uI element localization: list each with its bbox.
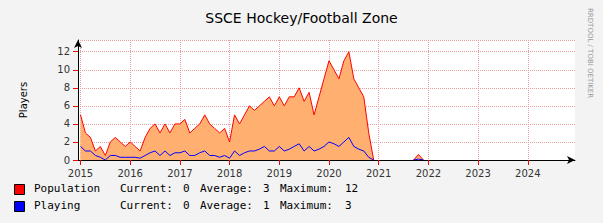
svg-text:2020: 2020 <box>316 168 341 179</box>
svg-text:2024: 2024 <box>515 168 540 179</box>
svg-text:4: 4 <box>64 118 70 129</box>
svg-text:8: 8 <box>64 82 70 93</box>
svg-text:2023: 2023 <box>465 168 490 179</box>
svg-text:2022: 2022 <box>416 168 441 179</box>
svg-text:2021: 2021 <box>366 168 391 179</box>
svg-text:Players: Players <box>18 82 29 118</box>
svg-text:Average:: Average: <box>200 182 253 195</box>
svg-text:2018: 2018 <box>217 168 242 179</box>
svg-text:0: 0 <box>183 182 190 195</box>
svg-text:12: 12 <box>345 182 358 195</box>
svg-text:Population: Population <box>34 182 100 195</box>
svg-text:0: 0 <box>64 155 70 166</box>
svg-text:Maximum:: Maximum: <box>280 199 333 212</box>
svg-text:2: 2 <box>64 136 70 147</box>
svg-text:Average:: Average: <box>200 199 253 212</box>
svg-text:SSCE Hockey/Football Zone: SSCE Hockey/Football Zone <box>205 10 397 26</box>
svg-text:2019: 2019 <box>267 168 292 179</box>
svg-text:Playing: Playing <box>34 199 80 212</box>
svg-text:12: 12 <box>57 46 70 57</box>
svg-text:RRDTOOL / TOBI OETIKER: RRDTOOL / TOBI OETIKER <box>586 8 594 98</box>
svg-text:3: 3 <box>263 182 270 195</box>
svg-text:2015: 2015 <box>68 168 93 179</box>
svg-text:1: 1 <box>263 199 270 212</box>
svg-text:Current:: Current: <box>120 182 173 195</box>
svg-text:6: 6 <box>64 100 70 111</box>
svg-text:0: 0 <box>183 199 190 212</box>
svg-text:10: 10 <box>57 64 70 75</box>
svg-text:Current:: Current: <box>120 199 173 212</box>
svg-text:3: 3 <box>345 199 352 212</box>
svg-text:2017: 2017 <box>167 168 192 179</box>
svg-text:2016: 2016 <box>117 168 142 179</box>
svg-text:Maximum:: Maximum: <box>280 182 333 195</box>
